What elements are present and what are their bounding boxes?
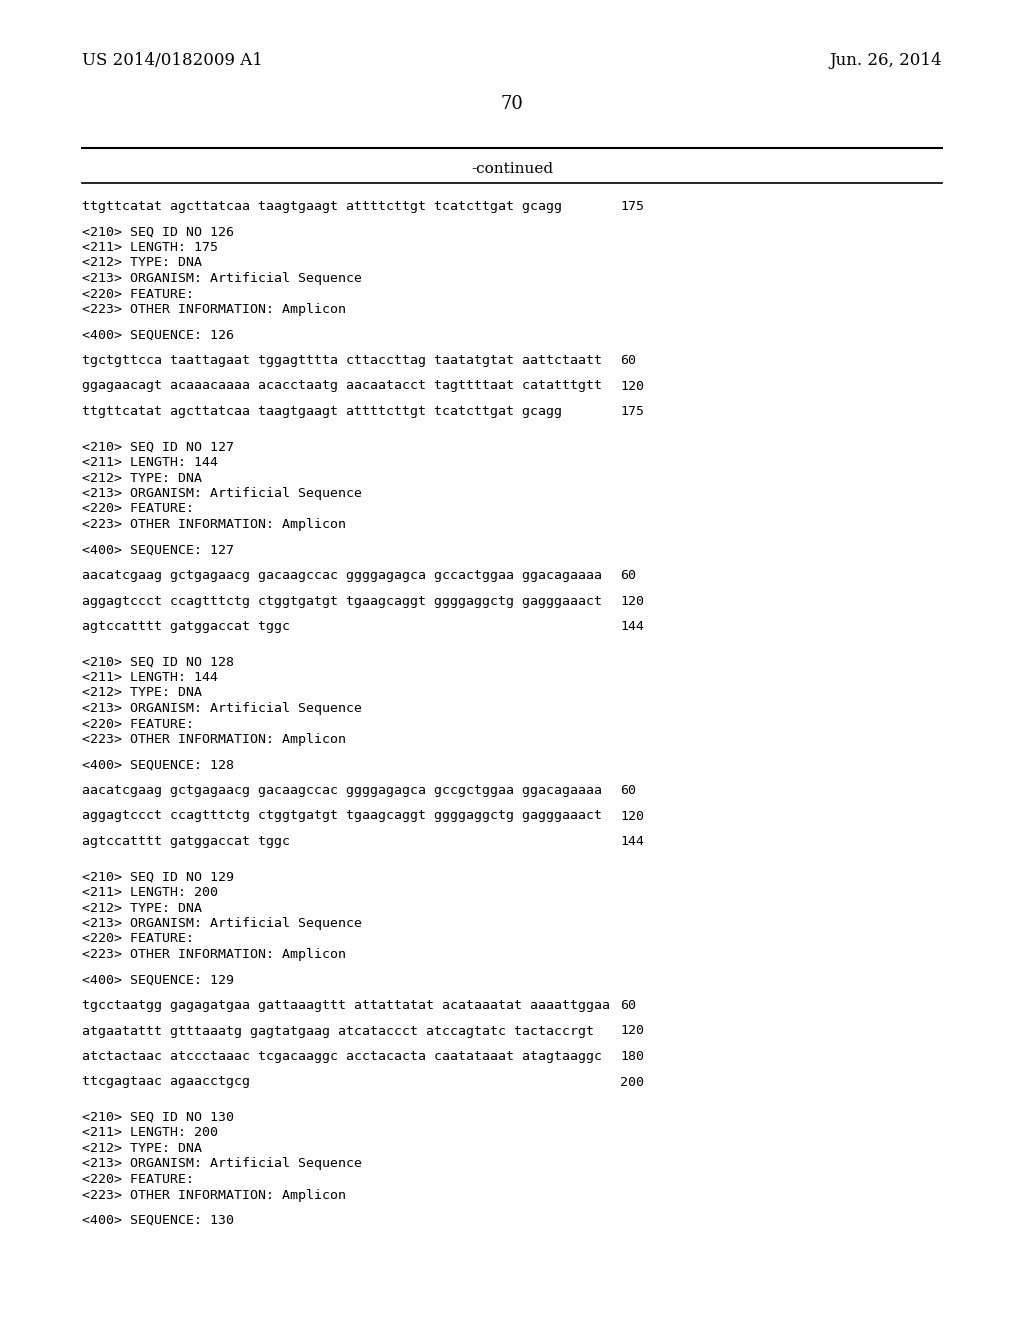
Text: 175: 175	[620, 405, 644, 418]
Text: 70: 70	[501, 95, 523, 114]
Text: 60: 60	[620, 784, 636, 797]
Text: 120: 120	[620, 594, 644, 607]
Text: -continued: -continued	[471, 162, 553, 176]
Text: aacatcgaag gctgagaacg gacaagccac ggggagagca gccactggaa ggacagaaaa: aacatcgaag gctgagaacg gacaagccac ggggaga…	[82, 569, 602, 582]
Text: tgcctaatgg gagagatgaa gattaaagttt attattatat acataaatat aaaattggaa: tgcctaatgg gagagatgaa gattaaagttt attatt…	[82, 999, 610, 1012]
Text: <212> TYPE: DNA: <212> TYPE: DNA	[82, 256, 202, 269]
Text: ttgttcatat agcttatcaa taagtgaagt attttcttgt tcatcttgat gcagg: ttgttcatat agcttatcaa taagtgaagt attttct…	[82, 201, 562, 213]
Text: <220> FEATURE:: <220> FEATURE:	[82, 288, 194, 301]
Text: <400> SEQUENCE: 127: <400> SEQUENCE: 127	[82, 544, 234, 557]
Text: 60: 60	[620, 569, 636, 582]
Text: 144: 144	[620, 620, 644, 634]
Text: aggagtccct ccagtttctg ctggtgatgt tgaagcaggt ggggaggctg gagggaaact: aggagtccct ccagtttctg ctggtgatgt tgaagca…	[82, 809, 602, 822]
Text: <213> ORGANISM: Artificial Sequence: <213> ORGANISM: Artificial Sequence	[82, 1158, 362, 1171]
Text: 180: 180	[620, 1049, 644, 1063]
Text: <212> TYPE: DNA: <212> TYPE: DNA	[82, 902, 202, 915]
Text: <212> TYPE: DNA: <212> TYPE: DNA	[82, 686, 202, 700]
Text: <223> OTHER INFORMATION: Amplicon: <223> OTHER INFORMATION: Amplicon	[82, 517, 346, 531]
Text: <400> SEQUENCE: 126: <400> SEQUENCE: 126	[82, 329, 234, 342]
Text: <211> LENGTH: 175: <211> LENGTH: 175	[82, 242, 218, 253]
Text: <213> ORGANISM: Artificial Sequence: <213> ORGANISM: Artificial Sequence	[82, 487, 362, 500]
Text: <213> ORGANISM: Artificial Sequence: <213> ORGANISM: Artificial Sequence	[82, 917, 362, 931]
Text: tgctgttcca taattagaat tggagtttta cttaccttag taatatgtat aattctaatt: tgctgttcca taattagaat tggagtttta cttacct…	[82, 354, 602, 367]
Text: ggagaacagt acaaacaaaa acacctaatg aacaatacct tagttttaat catatttgtt: ggagaacagt acaaacaaaa acacctaatg aacaata…	[82, 380, 602, 392]
Text: <211> LENGTH: 144: <211> LENGTH: 144	[82, 671, 218, 684]
Text: <213> ORGANISM: Artificial Sequence: <213> ORGANISM: Artificial Sequence	[82, 272, 362, 285]
Text: <210> SEQ ID NO 126: <210> SEQ ID NO 126	[82, 226, 234, 239]
Text: <223> OTHER INFORMATION: Amplicon: <223> OTHER INFORMATION: Amplicon	[82, 304, 346, 315]
Text: 120: 120	[620, 1024, 644, 1038]
Text: <210> SEQ ID NO 127: <210> SEQ ID NO 127	[82, 441, 234, 454]
Text: <220> FEATURE:: <220> FEATURE:	[82, 932, 194, 945]
Text: <211> LENGTH: 200: <211> LENGTH: 200	[82, 1126, 218, 1139]
Text: <223> OTHER INFORMATION: Amplicon: <223> OTHER INFORMATION: Amplicon	[82, 733, 346, 746]
Text: <212> TYPE: DNA: <212> TYPE: DNA	[82, 471, 202, 484]
Text: <400> SEQUENCE: 129: <400> SEQUENCE: 129	[82, 974, 234, 986]
Text: <210> SEQ ID NO 130: <210> SEQ ID NO 130	[82, 1111, 234, 1125]
Text: ttgttcatat agcttatcaa taagtgaagt attttcttgt tcatcttgat gcagg: ttgttcatat agcttatcaa taagtgaagt attttct…	[82, 405, 562, 418]
Text: <211> LENGTH: 144: <211> LENGTH: 144	[82, 455, 218, 469]
Text: <400> SEQUENCE: 128: <400> SEQUENCE: 128	[82, 759, 234, 771]
Text: aacatcgaag gctgagaacg gacaagccac ggggagagca gccgctggaa ggacagaaaa: aacatcgaag gctgagaacg gacaagccac ggggaga…	[82, 784, 602, 797]
Text: <210> SEQ ID NO 129: <210> SEQ ID NO 129	[82, 870, 234, 883]
Text: US 2014/0182009 A1: US 2014/0182009 A1	[82, 51, 263, 69]
Text: <220> FEATURE:: <220> FEATURE:	[82, 503, 194, 516]
Text: agtccatttt gatggaccat tggc: agtccatttt gatggaccat tggc	[82, 620, 290, 634]
Text: ttcgagtaac agaacctgcg: ttcgagtaac agaacctgcg	[82, 1076, 250, 1089]
Text: <223> OTHER INFORMATION: Amplicon: <223> OTHER INFORMATION: Amplicon	[82, 1188, 346, 1201]
Text: atgaatattt gtttaaatg gagtatgaag atcataccct atccagtatc tactaccrgt: atgaatattt gtttaaatg gagtatgaag atcatacc…	[82, 1024, 594, 1038]
Text: 200: 200	[620, 1076, 644, 1089]
Text: <211> LENGTH: 200: <211> LENGTH: 200	[82, 886, 218, 899]
Text: <210> SEQ ID NO 128: <210> SEQ ID NO 128	[82, 656, 234, 668]
Text: <400> SEQUENCE: 130: <400> SEQUENCE: 130	[82, 1214, 234, 1228]
Text: <220> FEATURE:: <220> FEATURE:	[82, 1173, 194, 1185]
Text: <220> FEATURE:: <220> FEATURE:	[82, 718, 194, 730]
Text: 60: 60	[620, 999, 636, 1012]
Text: <223> OTHER INFORMATION: Amplicon: <223> OTHER INFORMATION: Amplicon	[82, 948, 346, 961]
Text: Jun. 26, 2014: Jun. 26, 2014	[829, 51, 942, 69]
Text: 60: 60	[620, 354, 636, 367]
Text: agtccatttt gatggaccat tggc: agtccatttt gatggaccat tggc	[82, 836, 290, 847]
Text: 175: 175	[620, 201, 644, 213]
Text: 144: 144	[620, 836, 644, 847]
Text: aggagtccct ccagtttctg ctggtgatgt tgaagcaggt ggggaggctg gagggaaact: aggagtccct ccagtttctg ctggtgatgt tgaagca…	[82, 594, 602, 607]
Text: <212> TYPE: DNA: <212> TYPE: DNA	[82, 1142, 202, 1155]
Text: 120: 120	[620, 809, 644, 822]
Text: atctactaac atccctaaac tcgacaaggc acctacacta caatataaat atagtaaggc: atctactaac atccctaaac tcgacaaggc acctaca…	[82, 1049, 602, 1063]
Text: <213> ORGANISM: Artificial Sequence: <213> ORGANISM: Artificial Sequence	[82, 702, 362, 715]
Text: 120: 120	[620, 380, 644, 392]
